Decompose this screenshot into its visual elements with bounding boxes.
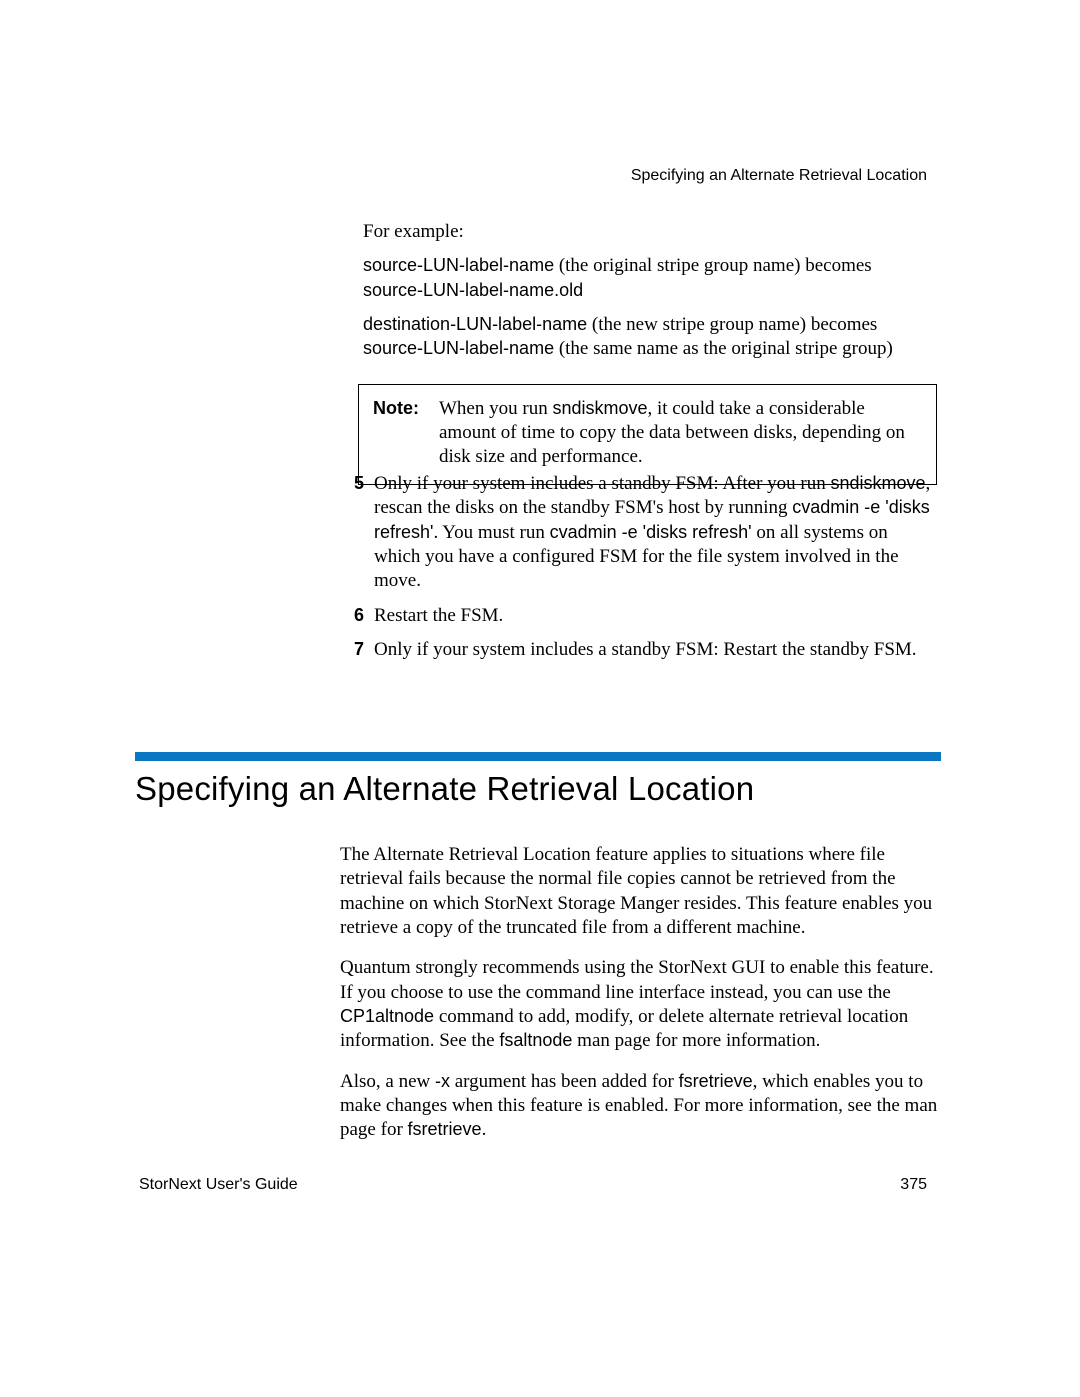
section-p3: Also, a new -x argument has been added f… [340, 1070, 938, 1143]
body-text: Also, a new [340, 1071, 435, 1092]
step-number: 6 [340, 604, 364, 628]
step-body: Restart the FSM. [374, 604, 938, 628]
body-text: (the same name as the original stripe gr… [554, 338, 893, 359]
body-text: (the original stripe group name) becomes [554, 255, 872, 276]
step-text: Only if your system includes a standby F… [374, 473, 831, 494]
body-column: For example: source-LUN-label-name (the … [363, 220, 935, 507]
example-destination: destination-LUN-label-name (the new stri… [363, 313, 935, 362]
code-text: source-LUN-label-name [363, 255, 554, 275]
step-number: 5 [340, 472, 364, 594]
code-text: CP1altnode [340, 1006, 434, 1026]
running-header: Specifying an Alternate Retrieval Locati… [631, 167, 927, 185]
code-text: -x [435, 1071, 450, 1091]
body-text: (the new stripe group name) becomes [587, 314, 877, 335]
code-text: fsretrieve [679, 1071, 753, 1091]
step-7: 7 Only if your system includes a standby… [340, 638, 938, 662]
note-label: Note: [373, 397, 439, 470]
body-text: . [482, 1119, 487, 1140]
code-text: fsaltnode [499, 1030, 572, 1050]
page: Specifying an Alternate Retrieval Locati… [0, 0, 1080, 1397]
body-text: man page for more information. [572, 1030, 820, 1051]
step-text: . You must run [433, 522, 549, 543]
step-5: 5 Only if your system includes a standby… [340, 472, 938, 594]
step-body: Only if your system includes a standby F… [374, 638, 938, 662]
code-text: sndiskmove [831, 473, 926, 493]
section-title: Specifying an Alternate Retrieval Locati… [135, 770, 754, 808]
step-6: 6 Restart the FSM. [340, 604, 938, 628]
section-body: The Alternate Retrieval Location feature… [340, 843, 938, 1158]
note-part: When you run [439, 398, 552, 419]
body-text: argument has been added for [450, 1071, 679, 1092]
example-source: source-LUN-label-name (the original stri… [363, 254, 935, 303]
code-text: cvadmin -e 'disks refresh' [550, 522, 752, 542]
section-p1: The Alternate Retrieval Location feature… [340, 843, 938, 940]
step-number: 7 [340, 638, 364, 662]
section-p2: Quantum strongly recommends using the St… [340, 956, 938, 1053]
footer-doc-title: StorNext User's Guide [139, 1176, 298, 1194]
note-box: Note: When you run sndiskmove, it could … [358, 384, 937, 485]
step-list: 5 Only if your system includes a standby… [340, 472, 938, 672]
code-text: destination-LUN-label-name [363, 314, 587, 334]
body-text: Quantum strongly recommends using the St… [340, 957, 934, 1002]
footer-page-number: 375 [900, 1176, 927, 1194]
for-example: For example: [363, 220, 935, 244]
code-text: source-LUN-label-name.old [363, 280, 583, 300]
step-body: Only if your system includes a standby F… [374, 472, 938, 594]
code-text: sndiskmove [552, 398, 647, 418]
note-text: When you run sndiskmove, it could take a… [439, 397, 922, 470]
code-text: source-LUN-label-name [363, 338, 554, 358]
section-rule [135, 752, 941, 761]
code-text: fsretrieve [408, 1119, 482, 1139]
